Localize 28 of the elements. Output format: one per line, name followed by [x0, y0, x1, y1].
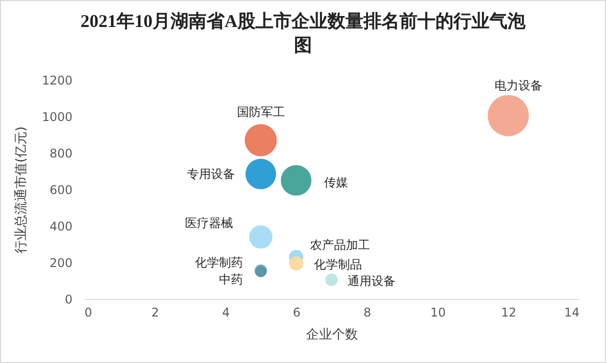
y-axis-title: 行业总流通市值(亿元) — [12, 126, 29, 254]
x-tick-label: 8 — [364, 306, 372, 320]
y-tick-label: 600 — [50, 183, 72, 197]
x-tick-label: 0 — [84, 306, 92, 320]
x-tick-label: 6 — [292, 306, 300, 320]
y-tick-label: 800 — [50, 146, 72, 160]
y-tick-label: 1000 — [42, 110, 72, 124]
y-tick-label: 200 — [50, 256, 72, 270]
series-label: 中药 — [218, 272, 243, 287]
chart-title: 2021年10月湖南省A股上市企业数量排名前十的行业气泡图 — [80, 10, 526, 57]
series-label: 国防军工 — [236, 105, 285, 120]
series-label: 农产品加工 — [310, 238, 370, 252]
x-tick-label: 10 — [430, 306, 446, 320]
series-label: 通用设备 — [348, 274, 396, 288]
series-label: 电力设备 — [494, 78, 542, 93]
series-label: 化学制品 — [314, 257, 362, 272]
series-label: 化学制药 — [194, 256, 243, 270]
series-label: 医疗器械 — [184, 216, 233, 230]
series-label: 专用设备 — [186, 166, 235, 181]
y-tick-label: 400 — [50, 220, 72, 234]
y-tick-label: 1200 — [42, 74, 72, 88]
series-label: 传媒 — [324, 175, 348, 190]
x-tick-label: 2 — [151, 306, 160, 320]
y-tick-label: 0 — [64, 292, 72, 306]
x-tick-label: 4 — [222, 306, 230, 320]
x-tick-label: 14 — [564, 306, 580, 320]
x-tick-label: 12 — [501, 306, 516, 320]
x-axis-title: 企业个数 — [306, 328, 358, 342]
